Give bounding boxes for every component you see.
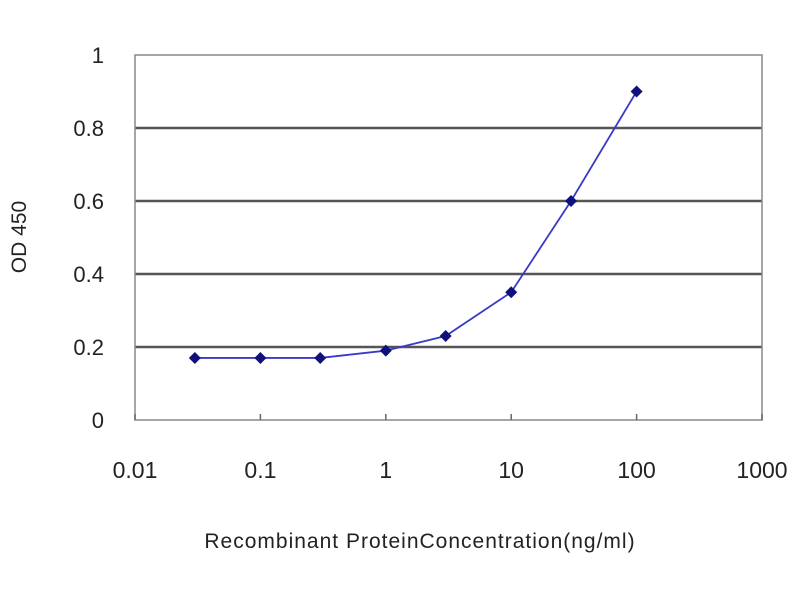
x-tick-label: 1 — [379, 457, 392, 483]
series-line — [194, 91, 638, 359]
x-tick-label: 10 — [498, 457, 524, 483]
x-axis: 0.01 0.1 1 10 100 1000 — [113, 414, 788, 483]
y-tick-label: 0.2 — [73, 335, 104, 360]
y-axis: 0 0.2 0.4 0.6 0.8 1 — [73, 43, 104, 433]
data-point — [439, 330, 452, 343]
x-tick-label: 100 — [617, 457, 655, 483]
data-point — [630, 85, 643, 98]
data-point — [565, 195, 578, 207]
data-point — [188, 351, 201, 364]
y-axis-label: OD 450 — [8, 201, 31, 273]
data-point — [314, 351, 327, 364]
data-point — [254, 351, 267, 364]
y-tick-label: 0 — [92, 408, 104, 433]
y-tick-label: 0.4 — [73, 262, 104, 287]
series — [188, 85, 643, 364]
gridlines — [135, 126, 762, 349]
x-tick-label: 1000 — [736, 457, 787, 483]
plot-frame — [134, 54, 763, 421]
x-axis-label: Recombinant ProteinConcentration(ng/ml) — [204, 530, 635, 553]
y-tick-label: 0.6 — [73, 189, 104, 214]
y-tick-label: 0.8 — [73, 116, 104, 141]
x-tick-label: 0.1 — [244, 457, 276, 483]
x-tick-label: 0.01 — [113, 457, 158, 483]
y-tick-label: 1 — [92, 43, 104, 68]
data-point — [379, 344, 392, 357]
data-point — [505, 286, 518, 299]
